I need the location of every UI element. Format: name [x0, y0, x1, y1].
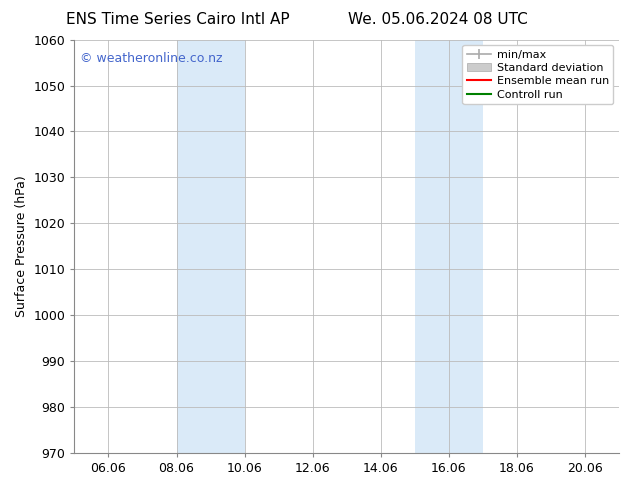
- Text: © weatheronline.co.nz: © weatheronline.co.nz: [80, 52, 223, 65]
- Legend: min/max, Standard deviation, Ensemble mean run, Controll run: min/max, Standard deviation, Ensemble me…: [462, 45, 614, 104]
- Text: ENS Time Series Cairo Intl AP: ENS Time Series Cairo Intl AP: [66, 12, 289, 27]
- Y-axis label: Surface Pressure (hPa): Surface Pressure (hPa): [15, 175, 28, 317]
- Bar: [415, 40, 483, 453]
- Bar: [176, 40, 245, 453]
- Text: We. 05.06.2024 08 UTC: We. 05.06.2024 08 UTC: [347, 12, 527, 27]
